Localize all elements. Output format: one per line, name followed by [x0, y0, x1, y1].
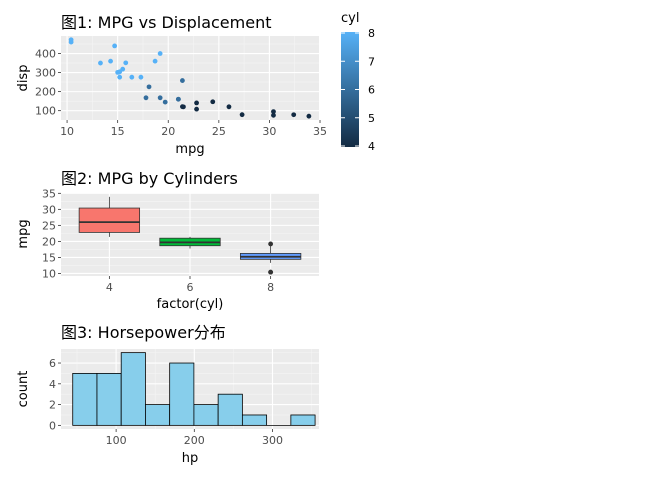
chart1-y-tick-label: 200	[35, 86, 56, 99]
scatter-point	[271, 112, 276, 118]
chart1-panel-background	[61, 36, 319, 120]
legend-tick-label: 4	[368, 140, 375, 153]
chart3-y-ticks: 0 2 4 6	[49, 357, 61, 432]
scatter-point	[180, 104, 185, 110]
chart1-color-legend: cyl 4 5 6 7 8	[341, 11, 375, 153]
chart2-gridlines	[61, 192, 319, 276]
chart2-x-axis-title: factor(cyl)	[157, 297, 224, 312]
chart2-x-tick-label: 6	[187, 281, 194, 294]
histogram-bar	[72, 373, 98, 426]
chart2-y-tick-label: 10	[42, 267, 56, 280]
scatter-point	[143, 95, 149, 101]
histogram-bar	[217, 393, 243, 426]
box-4	[78, 207, 141, 233]
legend-ticks: 4 5 6 7 8	[341, 27, 375, 153]
chart3-title: 图3: Horsepower分布	[61, 323, 226, 342]
scatter-point	[175, 96, 181, 102]
scatter-point	[108, 58, 113, 64]
scatter-point	[239, 112, 245, 118]
chart1-points	[68, 37, 312, 119]
chart1-title: 图1: MPG vs Displacement	[61, 13, 271, 32]
scatter-point	[112, 43, 118, 49]
histogram-bar	[290, 414, 316, 426]
scatter-point	[210, 99, 216, 105]
scatter-point	[68, 39, 74, 45]
chart2-y-tick-label: 15	[42, 251, 56, 264]
chart1-x-ticks: 10 15 20 25 30 35	[60, 120, 327, 138]
chart3-x-tick-label: 200	[184, 434, 205, 447]
legend-tick-label: 7	[368, 55, 375, 68]
chart1-x-tick-label: 10	[60, 125, 74, 138]
chart2-title: 图2: MPG by Cylinders	[61, 169, 238, 188]
legend-tick-label: 8	[368, 27, 375, 40]
chart1-x-tick-label: 30	[262, 125, 276, 138]
histogram-bar	[193, 404, 219, 426]
box-outlier-point	[268, 269, 274, 275]
scatter-point	[157, 51, 163, 56]
chart1-x-tick-label: 15	[111, 125, 125, 138]
box-outlier-point	[268, 241, 274, 247]
scatter-point	[138, 74, 144, 80]
histogram-bar	[241, 414, 268, 426]
scatter-point	[194, 106, 199, 112]
histogram-bar	[145, 404, 171, 426]
scatter-point	[146, 84, 152, 90]
chart2-y-tick-label: 30	[42, 203, 56, 216]
chart1-gridlines	[61, 36, 321, 120]
scatter-point	[194, 100, 199, 106]
legend-title: cyl	[341, 11, 359, 26]
chart2-y-axis-title: mpg	[16, 219, 31, 248]
histogram-bar	[169, 362, 195, 426]
chart1-y-tick-label: 400	[35, 48, 56, 61]
chart1-y-axis-title: disp	[16, 65, 31, 92]
chart2-y-tick-label: 20	[42, 235, 56, 248]
chart2-x-ticks: 4 6 8	[106, 276, 274, 294]
chart3-x-ticks: 100 200 300	[106, 429, 283, 447]
scatter-point	[271, 109, 276, 114]
chart3-x-tick-label: 300	[262, 434, 283, 447]
scatter-point	[291, 112, 297, 118]
chart3-y-tick-label: 6	[49, 357, 56, 370]
chart2-boxplot: 图2: MPG by Cylinders 4 6 8 10 15 20 25 30 35 fa…	[16, 169, 319, 312]
chart1-x-tick-label: 25	[212, 125, 226, 138]
scatter-point	[152, 58, 158, 64]
chart3-y-tick-label: 4	[49, 378, 56, 391]
scatter-point	[226, 104, 232, 110]
chart3-x-axis-title: hp	[182, 451, 199, 466]
chart1-x-tick-label: 35	[313, 125, 327, 138]
chart3-y-tick-label: 2	[49, 399, 56, 412]
scatter-point	[98, 60, 103, 66]
scatter-point	[117, 74, 123, 80]
legend-tick-label: 5	[368, 112, 375, 125]
chart3-x-tick-label: 100	[106, 434, 127, 447]
chart2-y-tick-label: 35	[42, 187, 56, 200]
scatter-point	[162, 99, 168, 105]
chart3-y-axis-title: count	[16, 371, 31, 408]
chart2-y-tick-label: 25	[42, 219, 56, 232]
chart1-y-tick-label: 100	[35, 105, 56, 118]
chart1-y-ticks: 100 200 300 400	[35, 48, 61, 118]
chart1-y-tick-label: 300	[35, 67, 56, 80]
chart1-x-axis-title: mpg	[175, 142, 204, 157]
chart3-bars	[72, 352, 316, 426]
legend-tick-label: 6	[368, 84, 375, 97]
chart2-y-ticks: 10 15 20 25 30 35	[42, 187, 61, 280]
chart2-boxes	[78, 196, 302, 275]
scatter-point	[123, 60, 129, 66]
scatter-point	[157, 95, 163, 101]
chart2-x-tick-label: 8	[267, 281, 274, 294]
scatter-point	[180, 78, 185, 83]
chart2-x-tick-label: 4	[106, 281, 113, 294]
histogram-bar	[120, 352, 146, 426]
scatter-point	[129, 74, 135, 80]
legend-colorbar	[341, 32, 359, 147]
chart1-scatter: 图1: MPG vs Displacement 10 15 20 25 30 35 100…	[16, 13, 327, 157]
chart3-y-tick-label: 0	[49, 419, 56, 432]
histogram-bar	[96, 373, 122, 426]
scatter-point	[306, 113, 312, 119]
chart1-x-tick-label: 20	[161, 125, 175, 138]
scatter-point	[115, 69, 121, 75]
chart3-histogram: 图3: Horsepower分布 100 200 300 0 2 4 6 hp count	[16, 323, 319, 466]
